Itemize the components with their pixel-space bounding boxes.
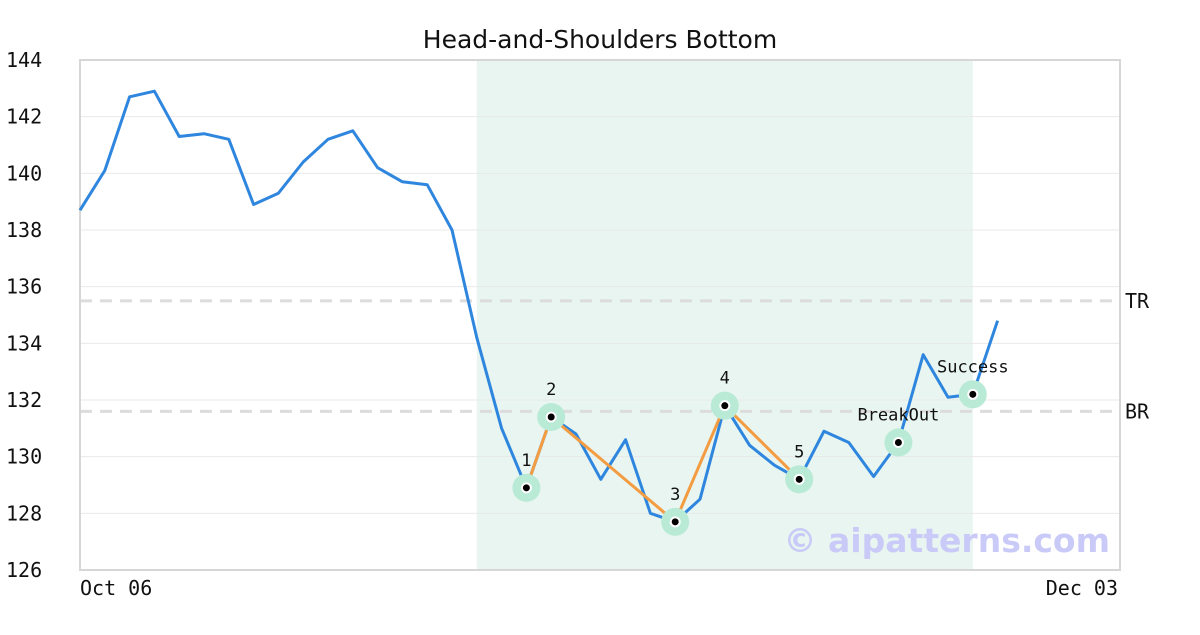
pattern-point-2-label: 2 xyxy=(546,380,556,400)
plot-frame xyxy=(79,59,1121,571)
level-label-br: BR xyxy=(1125,399,1150,423)
chart-title: Head-and-Shoulders Bottom xyxy=(423,25,777,54)
pattern-point-2-dot xyxy=(547,413,555,421)
pattern-point-3-dot xyxy=(671,518,679,526)
y-tick-label: 132 xyxy=(6,388,42,412)
marker-layer: 1 2 3 4 5 BreakOut Success xyxy=(512,357,1009,536)
level-label-tr: TR xyxy=(1125,289,1150,313)
pattern-point-3-label: 3 xyxy=(670,485,680,505)
x-tick-label: Oct 06 xyxy=(80,576,152,600)
event-point-breakout-label: BreakOut xyxy=(857,406,939,426)
y-tick-label: 128 xyxy=(6,501,42,525)
pattern-point-1-dot xyxy=(522,484,530,492)
pattern-point-4-dot xyxy=(721,402,729,410)
event-point-success-label: Success xyxy=(937,357,1009,377)
highlight-region-layer xyxy=(476,60,973,570)
y-tick-label: 140 xyxy=(6,161,42,185)
pattern-point-5-dot xyxy=(795,475,803,483)
level-lines-layer: TR BR xyxy=(80,289,1150,423)
y-tick-label: 142 xyxy=(6,105,42,129)
y-tick-label: 130 xyxy=(6,445,42,469)
watermark-text: © aipatterns.com xyxy=(784,521,1110,560)
pattern-point-4-label: 4 xyxy=(720,369,730,389)
y-axis-ticks: 126 128 130 132 134 136 138 140 142 144 xyxy=(6,48,42,582)
pattern-point-1-label: 1 xyxy=(521,451,531,471)
watermark-layer: © aipatterns.com xyxy=(784,521,1110,560)
x-axis-ticks: Oct 06 Dec 03 xyxy=(80,576,1118,600)
pattern-highlight-region xyxy=(476,60,973,570)
x-tick-label: Dec 03 xyxy=(1046,576,1118,600)
y-tick-label: 136 xyxy=(6,275,42,299)
y-tick-label: 126 xyxy=(6,558,42,582)
pattern-point-5-label: 5 xyxy=(794,442,804,462)
y-tick-label: 138 xyxy=(6,218,42,242)
event-point-breakout-dot xyxy=(894,439,902,446)
y-tick-label: 134 xyxy=(6,331,42,355)
event-point-success-dot xyxy=(969,390,977,398)
y-tick-label: 144 xyxy=(6,48,42,72)
